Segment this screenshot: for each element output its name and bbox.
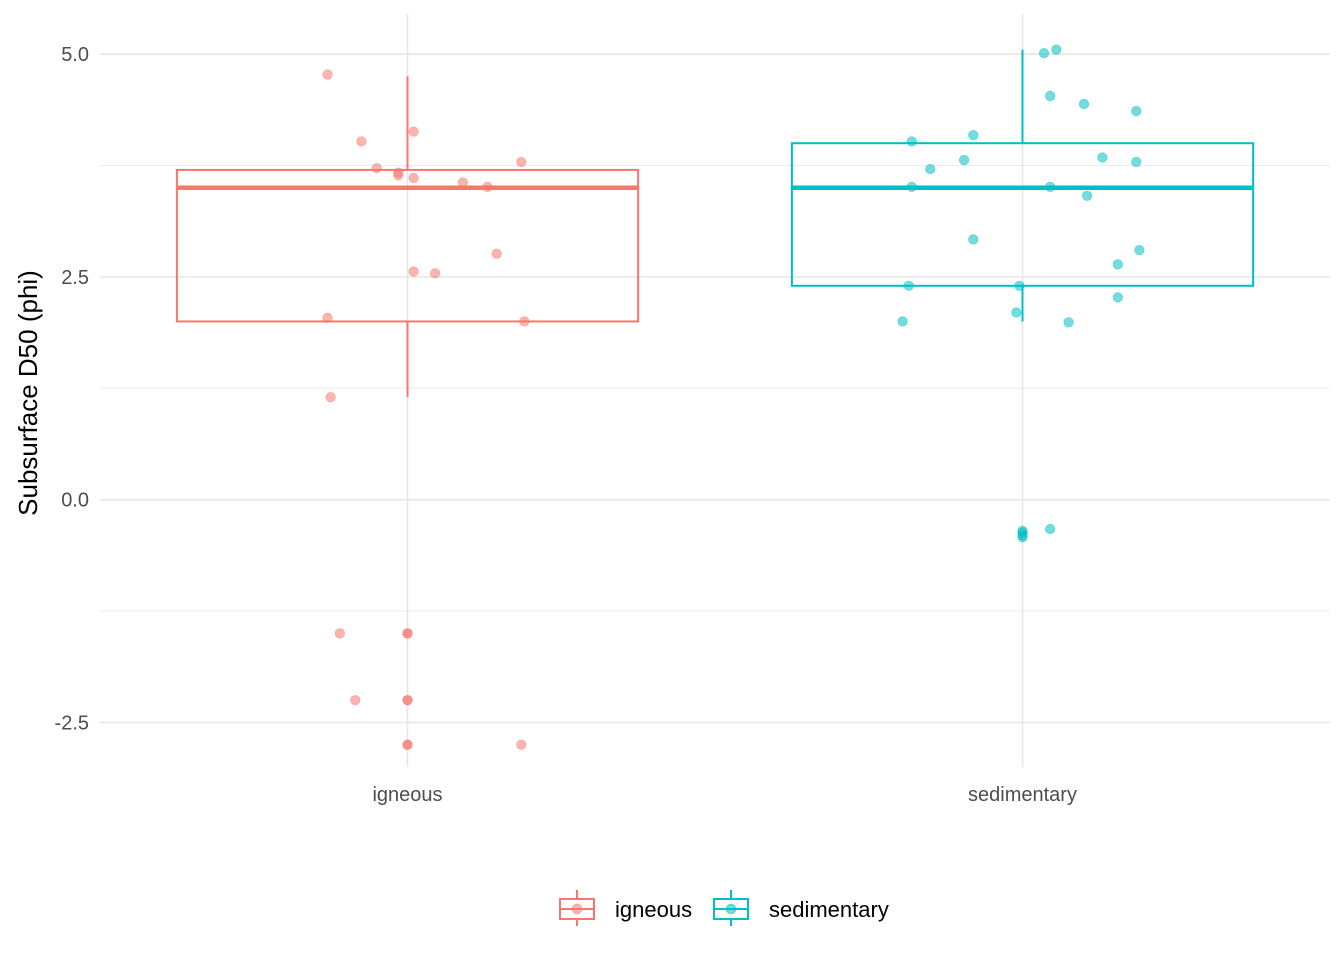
minor-gridlines [100,164,1330,612]
boxes [175,49,1255,398]
data-point [897,316,908,327]
data-point [968,234,979,245]
major-gridlines [100,14,1330,767]
data-point [371,163,382,174]
y-tick-label: -2.5 [55,712,89,734]
data-point [408,126,419,137]
data-point [430,268,441,279]
y-tick-label: 5.0 [61,44,89,66]
data-point [1051,44,1062,55]
jitter-points [322,44,1145,750]
data-point [1112,292,1123,303]
data-point [1078,98,1090,110]
data-point [402,695,413,706]
legend-key-point [725,903,737,915]
legend-item: igneous [559,890,692,926]
data-point [516,739,527,750]
x-tick-label: sedimentary [968,784,1077,806]
x-tick-label: igneous [372,784,442,806]
legend-key-point [571,903,583,915]
data-point [408,266,419,277]
data-point [1045,90,1056,102]
data-point [1112,259,1123,270]
legend: igneous sedimentary [559,890,889,926]
data-point [1131,106,1142,117]
data-point [906,136,917,147]
data-point [1097,152,1108,163]
data-point [1134,245,1145,256]
y-tick-label: 0.0 [61,490,89,512]
data-point [350,695,361,706]
data-point [334,628,345,639]
y-axis-title: Subsurface D50 (phi) [13,270,43,516]
data-point [958,155,970,166]
legend-label: sedimentary [769,897,889,922]
data-point [491,248,502,259]
data-point [1045,523,1056,535]
data-point [402,739,413,750]
legend-item: sedimentary [713,890,889,926]
y-tick-label: 2.5 [61,267,89,289]
data-point [393,170,404,181]
box-iqr [790,142,1255,287]
data-point [516,156,527,168]
data-point [1038,48,1050,59]
data-point [1063,317,1074,328]
data-point [322,69,333,80]
data-point [1131,156,1142,168]
data-point [325,392,336,403]
data-point [402,628,413,639]
data-point [1081,190,1093,201]
data-point [925,163,936,175]
x-axis-ticks: igneous sedimentary [372,784,1077,806]
legend-label: igneous [615,897,692,922]
box-iqr [175,168,640,323]
y-axis-ticks: -2.5 0.0 2.5 5.0 [55,44,89,734]
data-point [968,130,979,141]
data-point [356,136,367,147]
data-point [322,312,333,323]
data-point [1011,307,1022,318]
data-point [408,172,419,184]
data-point [1017,531,1028,543]
